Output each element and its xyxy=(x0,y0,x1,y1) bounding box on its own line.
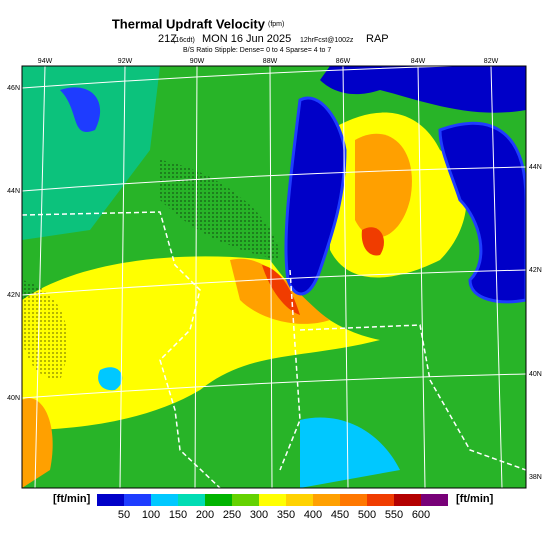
field-orange-sw xyxy=(22,398,53,488)
date: MON 16 Jun 2025 xyxy=(202,33,291,45)
lat-label: 44N xyxy=(529,164,542,171)
field-orange-mi xyxy=(355,133,412,238)
colorbar: [ft/min] [ft/min] 50 100 150 200 250 300 350 40… xyxy=(53,493,494,521)
lat-label: 40N xyxy=(7,395,20,402)
colorbar-swatch xyxy=(286,494,313,506)
forecast: 12hrFcst@1002z xyxy=(300,37,354,44)
lat-label: 42N xyxy=(529,267,542,274)
title: Thermal Updraft Velocity xyxy=(112,16,266,31)
lake-michigan xyxy=(284,96,347,296)
stipple xyxy=(22,280,68,380)
colorbar-tick-label: 100 xyxy=(142,509,160,521)
lat-label: 42N xyxy=(7,292,20,299)
state-borders xyxy=(22,211,526,488)
colorbar-unit: [ft/min] xyxy=(53,493,91,505)
colorbar-swatch xyxy=(124,494,151,506)
stipple-note: B/S Ratio Stipple: Dense= 0 to 4 Sparse=… xyxy=(183,47,331,54)
colorbar-tick-label: 500 xyxy=(358,509,376,521)
colorbar-swatch xyxy=(178,494,205,506)
lon-label: 84W xyxy=(411,58,426,65)
lon-label: 82W xyxy=(484,58,499,65)
lat-label: 44N xyxy=(7,188,20,195)
colorbar-tick-label: 550 xyxy=(385,509,403,521)
colorbar-swatch xyxy=(205,494,232,506)
colorbar-tick-label: 400 xyxy=(304,509,322,521)
local-time: (16cdt) xyxy=(173,37,195,44)
field-cyan-w xyxy=(98,367,123,391)
lake-superior xyxy=(320,66,526,113)
colorbar-swatch xyxy=(421,494,448,506)
colorbar-tick-label: 600 xyxy=(412,509,430,521)
map-frame xyxy=(21,65,527,489)
colorbar-unit: [ft/min] xyxy=(456,493,494,505)
lon-label: 86W xyxy=(336,58,351,65)
lat-label: 46N xyxy=(7,85,20,92)
colorbar-swatch xyxy=(97,494,124,506)
geo-labels: 94W 92W 90W 88W 86W 84W 82W 46N 44N 42N 40N 44N 42N 4… xyxy=(7,58,542,481)
field-cyan-s xyxy=(300,417,400,488)
lon-label: 90W xyxy=(190,58,205,65)
lat-label: 38N xyxy=(529,474,542,481)
model: RAP xyxy=(366,33,389,45)
stipple xyxy=(160,160,280,260)
colorbar-swatch xyxy=(367,494,394,506)
colorbar-swatch xyxy=(232,494,259,506)
colorbar-swatch xyxy=(313,494,340,506)
map xyxy=(22,66,526,488)
lon-label: 88W xyxy=(263,58,278,65)
colorbar-swatch xyxy=(259,494,286,506)
colorbar-tick-label: 300 xyxy=(250,509,268,521)
colorbar-swatch xyxy=(394,494,421,506)
colorbar-tick-label: 200 xyxy=(196,509,214,521)
field-teal xyxy=(22,66,160,240)
lat-label: 40N xyxy=(529,371,542,378)
lon-label: 94W xyxy=(38,58,53,65)
valid-time: 21Z xyxy=(158,33,177,45)
colorbar-tick-label: 350 xyxy=(277,509,295,521)
colorbar-tick-label: 150 xyxy=(169,509,187,521)
graticule xyxy=(22,66,526,488)
colorbar-tick-label: 450 xyxy=(331,509,349,521)
colorbar-swatch xyxy=(340,494,367,506)
header: Thermal Updraft Velocity (fpm) 21Z (16cd… xyxy=(112,16,389,53)
colorbar-tick-label: 250 xyxy=(223,509,241,521)
colorbar-tick-label: 50 xyxy=(118,509,130,521)
field-blue xyxy=(60,87,101,132)
colorbar-swatch xyxy=(151,494,178,506)
lon-label: 92W xyxy=(118,58,133,65)
field-red-mi xyxy=(361,227,384,256)
title-unit: (fpm) xyxy=(268,21,284,28)
